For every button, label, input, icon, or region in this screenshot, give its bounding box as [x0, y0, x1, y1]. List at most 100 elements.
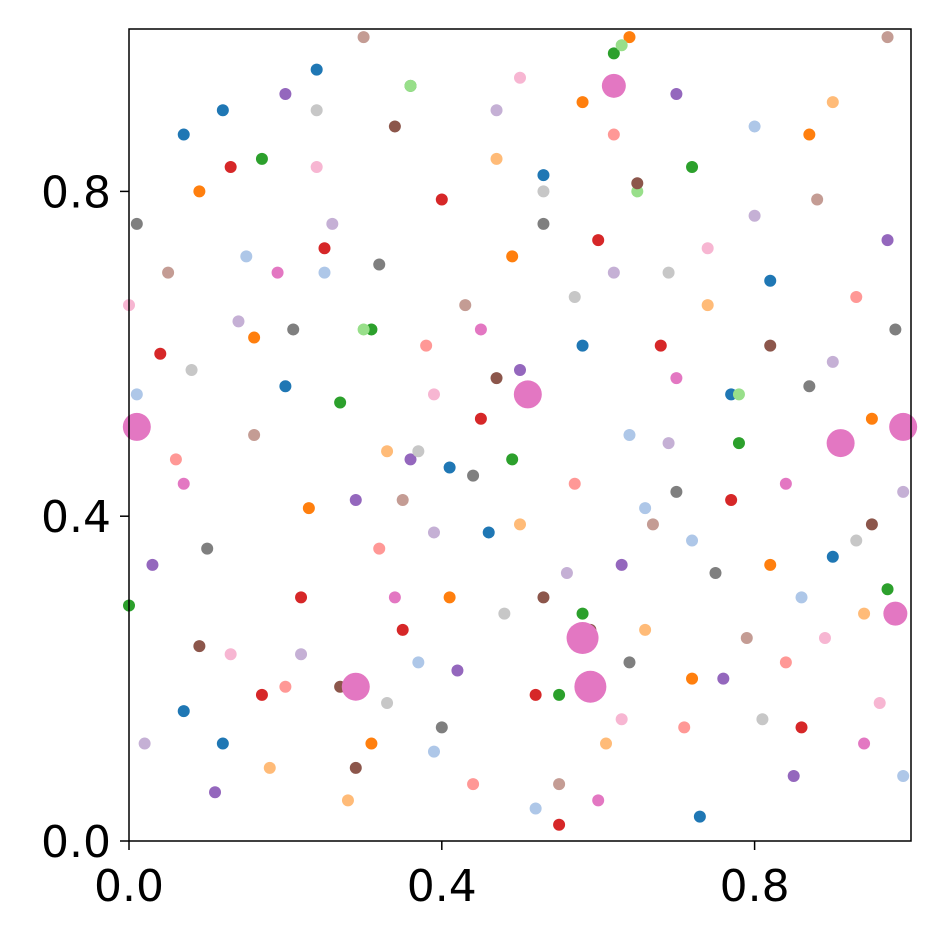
point — [224, 648, 237, 661]
point — [279, 380, 292, 393]
point — [537, 185, 550, 198]
point — [388, 591, 401, 604]
point — [388, 120, 401, 133]
point — [865, 518, 878, 531]
point — [623, 429, 636, 441]
point — [732, 437, 745, 450]
point — [467, 778, 480, 791]
point — [506, 250, 519, 263]
point — [568, 290, 581, 303]
point — [427, 388, 440, 401]
point — [482, 526, 495, 539]
point — [240, 250, 253, 263]
point — [748, 209, 761, 222]
point — [756, 713, 769, 726]
point — [310, 161, 323, 174]
point — [427, 745, 440, 758]
y-tick-label: 0.4 — [41, 492, 111, 543]
point — [209, 786, 222, 799]
point — [897, 770, 910, 783]
point — [623, 656, 636, 669]
point — [795, 721, 808, 734]
point — [850, 290, 863, 303]
point — [701, 242, 714, 255]
point — [873, 696, 886, 709]
point — [326, 217, 339, 230]
point — [248, 429, 261, 441]
point — [514, 518, 526, 531]
point — [686, 534, 699, 547]
point — [826, 355, 839, 368]
point — [514, 364, 526, 377]
point — [615, 713, 628, 726]
point — [435, 193, 448, 206]
point — [373, 258, 386, 271]
point — [646, 518, 659, 531]
point — [302, 502, 315, 515]
point — [271, 266, 284, 279]
point — [420, 339, 433, 352]
point — [592, 234, 605, 247]
point — [193, 640, 206, 653]
point — [490, 104, 503, 117]
point — [553, 778, 566, 791]
point — [826, 96, 839, 109]
point — [607, 47, 620, 60]
point — [686, 161, 699, 174]
point — [670, 87, 683, 100]
point — [506, 453, 519, 466]
point — [764, 339, 777, 352]
point — [717, 672, 730, 685]
point — [607, 266, 620, 279]
point — [537, 217, 550, 230]
point — [396, 493, 409, 506]
x-tick-label: 0.0 — [94, 861, 164, 912]
point — [639, 502, 652, 515]
point — [341, 794, 354, 807]
point — [279, 680, 292, 693]
point — [279, 87, 292, 100]
point — [553, 818, 566, 831]
point — [232, 315, 245, 328]
point — [201, 542, 214, 555]
point — [177, 477, 190, 490]
point — [764, 274, 777, 287]
point — [443, 591, 456, 604]
point — [725, 493, 738, 506]
point — [889, 323, 902, 336]
point — [490, 372, 503, 385]
point — [818, 632, 831, 644]
point — [349, 493, 362, 506]
point — [858, 737, 871, 750]
point — [357, 31, 370, 44]
point — [850, 534, 863, 547]
point — [693, 810, 706, 823]
point — [568, 477, 581, 490]
point — [889, 412, 918, 441]
point — [248, 331, 261, 344]
point — [897, 485, 910, 498]
plot-area — [122, 31, 918, 831]
point — [607, 128, 620, 141]
point — [295, 648, 308, 661]
point — [537, 591, 550, 604]
point — [318, 242, 331, 255]
point — [412, 445, 425, 458]
point — [427, 526, 440, 539]
x-tick-label: 0.8 — [720, 861, 790, 912]
point — [553, 688, 566, 701]
point — [185, 364, 198, 377]
x-tick-label: 0.4 — [407, 861, 477, 912]
point — [146, 558, 159, 571]
point — [600, 737, 613, 750]
point — [662, 266, 675, 279]
point — [811, 193, 824, 206]
point — [779, 656, 792, 669]
point — [334, 396, 347, 409]
point — [169, 453, 182, 466]
y-tick-label: 0.0 — [41, 817, 111, 868]
point — [662, 437, 675, 450]
point — [193, 185, 206, 198]
point — [404, 79, 417, 92]
point — [318, 266, 331, 279]
